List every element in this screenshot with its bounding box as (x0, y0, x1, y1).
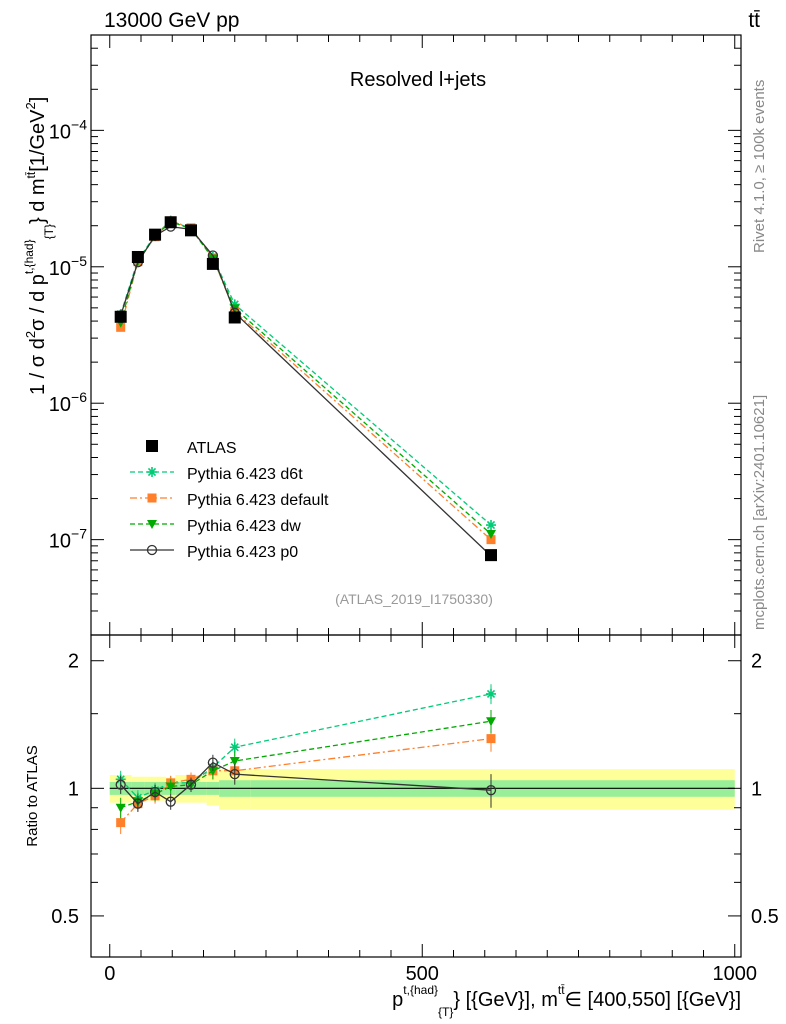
ratio-y-axis-label: Ratio to ATLAS (24, 745, 41, 846)
legend-item: Pythia 6.423 p0 (130, 544, 298, 561)
analysis-id: (ATLAS_2019_I1750330) (335, 591, 493, 607)
legend-marker (147, 520, 157, 529)
legend-item: Pythia 6.423 default (130, 492, 329, 509)
legend-atlas-marker (146, 440, 158, 452)
series-point (229, 299, 240, 310)
ratio-point (485, 785, 497, 796)
atlas-point (131, 250, 144, 263)
ratio-point (486, 734, 496, 744)
y-tick-label: 10−4 (49, 116, 87, 143)
ratio-point (486, 688, 496, 699)
atlas-point (485, 549, 497, 562)
atlas-point (149, 228, 162, 241)
ratio-point (149, 786, 161, 798)
x-axis-label: pt,{had}{T}} [{GeV}], mtt̄∈ [400,550] [{… (392, 983, 741, 1019)
ratio-point (165, 796, 176, 807)
series-line-pythia-6-423-d6t (120, 219, 492, 526)
x-tick-label: 1000 (713, 963, 758, 985)
ratio-y-tick-label: 0.5 (51, 906, 79, 928)
process-label: tt̄ (748, 9, 760, 32)
legend-label: Pythia 6.423 dw (187, 518, 301, 535)
ratio-panel: 0 500 1000 0.5 0.5 1 1 2 2 (51, 634, 779, 985)
y-tick-label: 10−6 (49, 389, 87, 416)
atlas-point (228, 311, 241, 324)
y-tick-label: 10−5 (49, 253, 87, 280)
atlas-point (185, 224, 197, 237)
main-axis-ticks: 10−7 10−6 10−5 10−4 (49, 34, 741, 636)
y-tick-label: 10−7 (49, 526, 87, 553)
series-point (486, 529, 496, 539)
ratio-point (486, 717, 496, 727)
ratio-y-tick-label-right: 2 (751, 651, 762, 673)
ratio-point (207, 766, 218, 776)
ratio-y-tick-label-right: 0.5 (751, 906, 779, 928)
atlas-point (206, 257, 219, 270)
ratio-point (116, 818, 126, 828)
energy-label: 13000 GeV pp (104, 9, 239, 32)
legend-label: Pythia 6.423 default (187, 492, 329, 509)
legend: ATLAS Pythia 6.423 d6t Pythia 6.423 defaul… (130, 440, 329, 561)
x-tick-label: 0 (104, 963, 115, 985)
atlas-point (164, 216, 177, 229)
series-line-pythia-6-423-dw (120, 220, 492, 535)
ratio-series-layer (115, 684, 497, 835)
ratio-point (115, 779, 126, 790)
legend-label: ATLAS (187, 440, 237, 457)
ratio-line-pythia-6-423-d6t (120, 693, 492, 799)
ratio-point (132, 798, 144, 809)
ratio-axis-ticks: 0 500 1000 0.5 0.5 1 1 2 2 (51, 635, 779, 985)
legend-label: Pythia 6.423 p0 (187, 544, 298, 561)
legend-label: Pythia 6.423 d6t (187, 466, 303, 483)
ratio-point (207, 757, 219, 768)
ratio-y-tick-label-right: 1 (751, 778, 762, 800)
rivet-version-label: Rivet 4.1.0, ≥ 100k events (751, 80, 768, 253)
ratio-point (115, 803, 126, 813)
legend-item: Pythia 6.423 dw (130, 518, 301, 535)
series-point (486, 520, 496, 531)
chart-title: Resolved l+jets (350, 69, 486, 91)
legend-item: Pythia 6.423 d6t (130, 466, 303, 483)
ratio-point (165, 782, 176, 792)
ratio-point (185, 779, 197, 790)
ratio-point (229, 769, 240, 780)
y-axis-label: 1 / σ d2σ / d pt,{had}{T}} d mtt̄[1/GeV2… (22, 97, 56, 395)
main-series-layer (114, 215, 497, 562)
ratio-line-pythia-6-423-default (120, 737, 492, 824)
series-point (486, 535, 496, 545)
ratio-uncertainty-bands (109, 769, 735, 810)
ratio-point (229, 757, 240, 767)
legend-item: ATLAS (146, 440, 237, 457)
ratio-frame (90, 634, 742, 958)
legend-marker (146, 544, 158, 556)
legend-marker (147, 467, 157, 477)
source-label: mcplots.cern.ch [arXiv:2401.10621] (751, 395, 768, 630)
x-tick-label: 500 (406, 963, 439, 985)
ratio-y-tick-label: 2 (68, 651, 79, 673)
atlas-point (114, 310, 127, 323)
legend-marker (147, 493, 157, 503)
ratio-y-tick-label: 1 (68, 778, 79, 800)
ratio-point (229, 742, 240, 753)
main-panel: 10−7 10−6 10−5 10−4 Resolved l+jets (ATLAS_… (49, 34, 742, 636)
ratio-line-pythia-6-423-dw (120, 720, 492, 809)
